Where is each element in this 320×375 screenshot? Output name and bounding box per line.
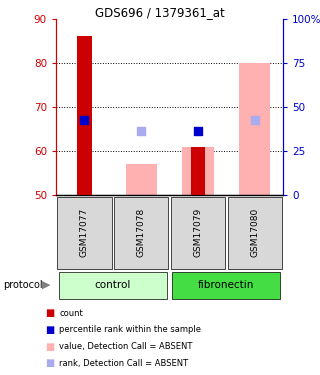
Text: GSM17079: GSM17079 <box>194 208 203 257</box>
Text: value, Detection Call = ABSENT: value, Detection Call = ABSENT <box>59 342 193 351</box>
Bar <box>239 63 270 195</box>
Text: control: control <box>95 280 131 290</box>
Bar <box>77 36 92 195</box>
Text: percentile rank within the sample: percentile rank within the sample <box>59 326 201 334</box>
Text: ■: ■ <box>45 358 54 368</box>
Text: protocol: protocol <box>3 280 43 290</box>
Text: GDS696 / 1379361_at: GDS696 / 1379361_at <box>95 6 225 19</box>
Text: ■: ■ <box>45 342 54 352</box>
Text: GSM17077: GSM17077 <box>80 208 89 257</box>
Text: GSM17078: GSM17078 <box>137 208 146 257</box>
Bar <box>182 147 214 195</box>
Text: ▶: ▶ <box>42 280 51 290</box>
Text: GSM17080: GSM17080 <box>250 208 259 257</box>
Text: fibronectin: fibronectin <box>198 280 255 290</box>
Point <box>139 128 144 134</box>
Text: rank, Detection Call = ABSENT: rank, Detection Call = ABSENT <box>59 359 188 368</box>
Point <box>196 128 201 134</box>
Bar <box>228 196 282 268</box>
Bar <box>59 272 167 298</box>
Text: ■: ■ <box>45 325 54 335</box>
Point <box>82 117 87 123</box>
Text: count: count <box>59 309 83 318</box>
Point <box>252 117 257 123</box>
Bar <box>191 147 205 195</box>
Text: ■: ■ <box>45 308 54 318</box>
Bar <box>171 196 225 268</box>
Bar <box>172 272 280 298</box>
Bar <box>114 196 168 268</box>
Bar <box>57 196 112 268</box>
Bar <box>125 164 157 195</box>
